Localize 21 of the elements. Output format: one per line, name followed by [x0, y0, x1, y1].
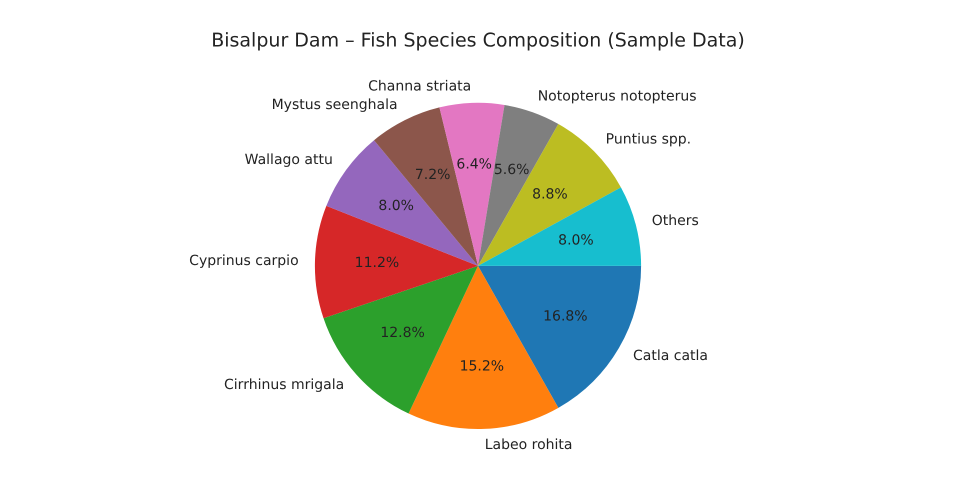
- data-label: 7.2%: [414, 167, 450, 184]
- data-label: 11.2%: [354, 255, 400, 271]
- slice-label: Mystus seenghala: [272, 97, 398, 114]
- data-label: 16.8%: [543, 308, 588, 324]
- data-label: 6.4%: [456, 156, 492, 172]
- slice-label: Channa striata: [368, 78, 472, 94]
- data-label: 15.2%: [460, 358, 504, 375]
- data-label: 5.6%: [494, 162, 530, 178]
- slice-label: Cirrhinus mrigala: [224, 377, 344, 394]
- chart-title: Bisalpur Dam – Fish Species Composition (Sample Data): [211, 29, 745, 52]
- slice-label: Catla catla: [632, 348, 708, 364]
- data-label: 8.8%: [532, 186, 568, 202]
- data-label: 8.0%: [378, 198, 414, 214]
- slice-label: Puntius spp.: [606, 131, 692, 148]
- slice-label: Labeo rohita: [484, 436, 573, 453]
- slice-label: Cyprinus carpio: [189, 253, 299, 270]
- data-label: 8.0%: [558, 232, 594, 248]
- data-label: 12.8%: [380, 324, 425, 341]
- slice-label: Wallago attu: [244, 152, 333, 168]
- slice-label: Others: [652, 212, 699, 229]
- slice-label: Notopterus notopterus: [538, 88, 697, 104]
